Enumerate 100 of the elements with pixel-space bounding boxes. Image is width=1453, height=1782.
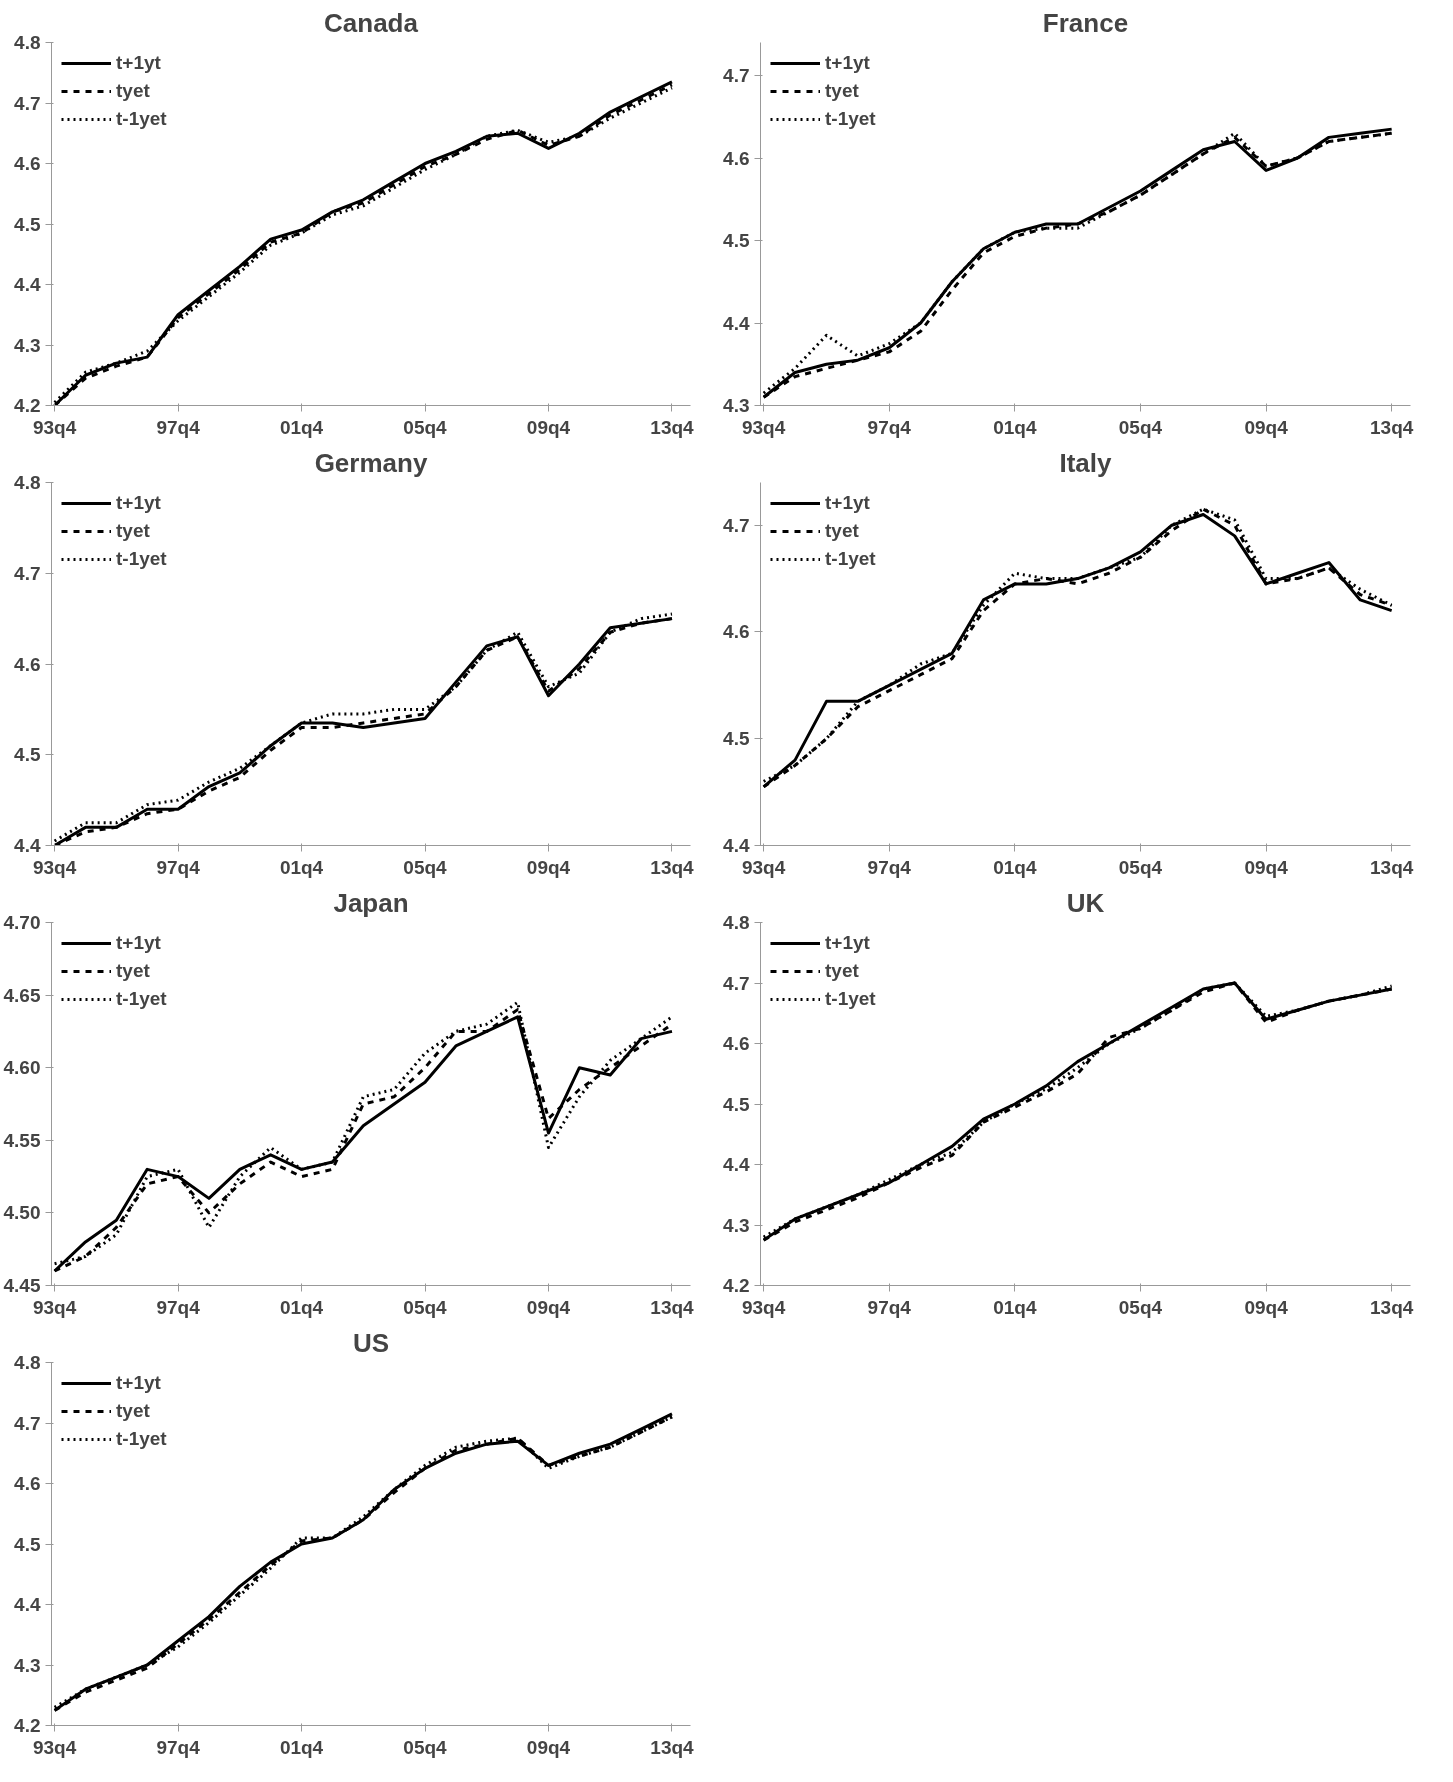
x-tick-label: 01q4: [279, 416, 324, 438]
y-tick-label: 4.4: [723, 835, 750, 856]
x-tick-label: 93q4: [32, 416, 77, 438]
x-tick-label: 13q4: [650, 416, 695, 438]
legend-label: t+1yt: [825, 492, 870, 514]
y-tick-label: 4.8: [14, 1352, 41, 1373]
legend-label: t-1yet: [116, 548, 167, 570]
x-tick-label: 13q4: [650, 1736, 695, 1758]
chart-title: UK: [1066, 887, 1105, 918]
legend-label: tyet: [825, 960, 859, 982]
x-tick-label: 05q4: [1118, 1296, 1163, 1318]
y-tick-label: 4.3: [14, 1654, 41, 1676]
y-tick-label: 4.5: [723, 230, 750, 251]
x-tick-label: 09q4: [1244, 856, 1289, 878]
legend-label: t+1yt: [825, 52, 870, 74]
x-tick-label: 13q4: [1370, 1296, 1414, 1318]
y-tick-label: 4.8: [14, 472, 41, 493]
y-tick-label: 4.6: [723, 621, 750, 643]
x-tick-label: 97q4: [156, 416, 201, 438]
x-tick-label: 13q4: [650, 856, 695, 878]
y-tick-label: 4.5: [723, 728, 750, 750]
y-tick-label: 4.4: [723, 312, 750, 334]
y-tick-label: 4.6: [14, 653, 41, 675]
y-tick-label: 4.5: [723, 1093, 750, 1115]
y-tick-label: 4.6: [723, 1033, 750, 1054]
y-tick-label: 4.4: [723, 1154, 750, 1175]
y-tick-label: 4.70: [3, 912, 41, 933]
legend-label: t+1yt: [116, 932, 161, 954]
y-tick-label: 4.3: [723, 1214, 750, 1236]
x-tick-label: 13q4: [650, 1296, 695, 1318]
legend-label: tyet: [116, 80, 150, 102]
x-tick-label: 01q4: [993, 856, 1037, 878]
x-tick-label: 05q4: [403, 416, 448, 438]
chart-title: Germany: [314, 447, 428, 478]
x-tick-label: 09q4: [526, 1296, 571, 1318]
y-tick-label: 4.5: [14, 1533, 41, 1555]
legend-label: t+1yt: [116, 492, 161, 514]
y-tick-label: 4.7: [14, 1412, 41, 1434]
y-tick-label: 4.2: [14, 1715, 41, 1736]
x-tick-label: 13q4: [1370, 416, 1414, 438]
x-tick-label: 97q4: [867, 1296, 912, 1318]
x-tick-label: 93q4: [741, 416, 786, 438]
x-tick-label: 09q4: [1244, 1296, 1289, 1318]
y-tick-label: 4.8: [14, 32, 41, 53]
x-tick-label: 97q4: [156, 1736, 201, 1758]
x-tick-label: 97q4: [867, 416, 912, 438]
x-tick-label: 05q4: [403, 856, 448, 878]
legend-label: t-1yet: [116, 1428, 167, 1450]
legend-label: t-1yet: [116, 108, 167, 130]
chart-title: Italy: [1059, 447, 1113, 478]
y-tick-label: 4.7: [723, 972, 750, 994]
x-tick-label: 05q4: [1118, 416, 1163, 438]
y-tick-label: 4.6: [14, 153, 41, 174]
legend-label: t-1yet: [825, 988, 876, 1010]
x-tick-label: 05q4: [403, 1296, 448, 1318]
legend-label: t-1yet: [116, 988, 167, 1010]
x-tick-label: 09q4: [526, 856, 571, 878]
y-tick-label: 4.7: [723, 514, 750, 536]
chart-title: US: [352, 1327, 390, 1358]
x-tick-label: 09q4: [526, 1736, 571, 1758]
y-tick-label: 4.3: [723, 395, 750, 416]
y-tick-label: 4.3: [14, 334, 41, 356]
chart-title: Canada: [324, 7, 419, 38]
x-tick-label: 01q4: [993, 416, 1037, 438]
y-tick-label: 4.50: [3, 1202, 41, 1224]
x-tick-label: 01q4: [993, 1296, 1037, 1318]
x-tick-label: 01q4: [279, 1736, 324, 1758]
x-tick-label: 93q4: [32, 856, 77, 878]
x-tick-label: 05q4: [403, 1736, 448, 1758]
y-tick-label: 4.2: [723, 1275, 750, 1296]
legend-label: t+1yt: [825, 932, 870, 954]
legend-label: tyet: [116, 520, 150, 542]
y-tick-label: 4.6: [723, 147, 750, 169]
x-tick-label: 09q4: [526, 416, 571, 438]
y-tick-label: 4.8: [723, 912, 750, 933]
y-tick-label: 4.45: [3, 1275, 41, 1296]
legend-label: t-1yet: [825, 548, 876, 570]
x-tick-label: 05q4: [1118, 856, 1163, 878]
x-tick-label: 93q4: [741, 856, 786, 878]
y-tick-label: 4.4: [14, 835, 41, 856]
y-tick-label: 4.4: [14, 274, 41, 295]
y-tick-label: 4.5: [14, 213, 41, 235]
x-tick-label: 97q4: [156, 856, 201, 878]
y-tick-label: 4.60: [3, 1057, 41, 1079]
chart-title: France: [1042, 7, 1129, 38]
legend-label: tyet: [825, 520, 859, 542]
y-tick-label: 4.65: [3, 984, 41, 1006]
y-tick-label: 4.6: [14, 1473, 41, 1494]
legend-label: t+1yt: [116, 1372, 161, 1394]
y-tick-label: 4.4: [14, 1594, 41, 1615]
legend-label: tyet: [116, 1400, 150, 1422]
y-tick-label: 4.5: [14, 744, 41, 766]
x-tick-label: 01q4: [279, 1296, 324, 1318]
x-tick-label: 01q4: [279, 856, 324, 878]
x-tick-label: 93q4: [32, 1736, 77, 1758]
x-tick-label: 09q4: [1244, 416, 1289, 438]
legend-label: t-1yet: [825, 108, 876, 130]
x-tick-label: 93q4: [32, 1296, 77, 1318]
x-tick-label: 97q4: [867, 856, 912, 878]
y-tick-label: 4.55: [3, 1129, 41, 1151]
